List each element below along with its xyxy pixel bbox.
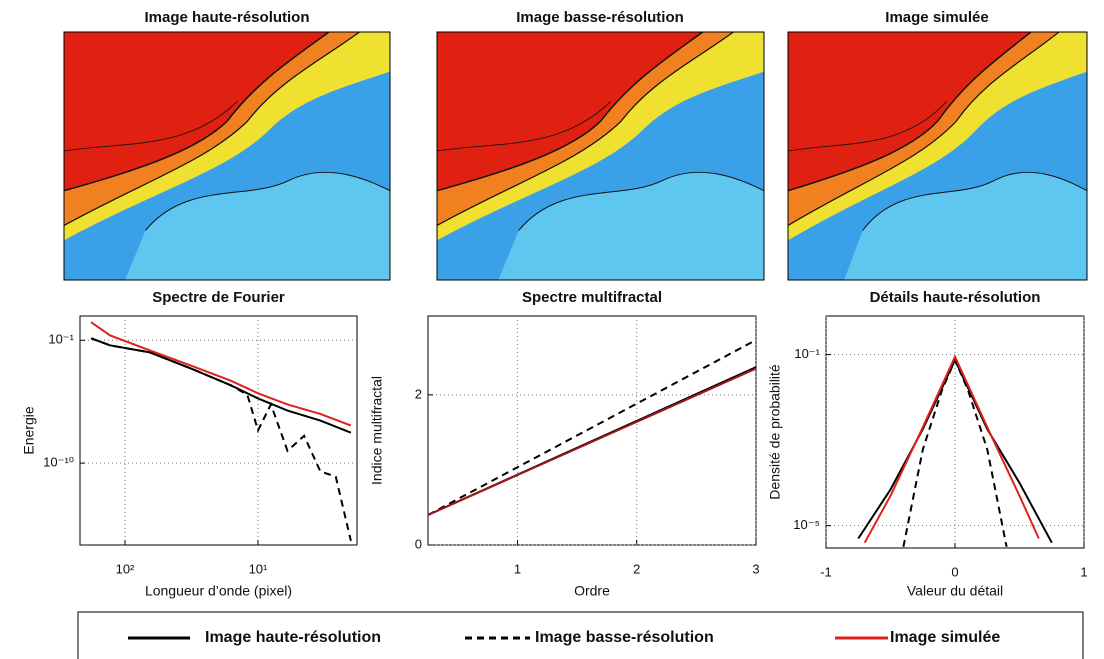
series-line [427,339,757,516]
y-tick-label: 2 [415,386,422,401]
series-line [90,321,352,427]
image-title: Image simulée [885,9,988,26]
x-tick-label: 10² [116,561,135,576]
y-tick-label: 0 [415,536,422,551]
legend-label: Image simulée [890,629,1000,646]
image-frame [436,31,765,281]
image-title: Image haute-résolution [144,9,309,26]
y-tick-label: 10⁻⁵ [793,517,820,532]
x-tick-label: 0 [951,564,958,579]
image-frame [787,31,1088,281]
image-frame [63,31,391,281]
x-tick-label: 1 [514,561,521,576]
chart-title: Spectre multifractal [522,289,662,306]
chart-title: Spectre de Fourier [152,289,285,306]
x-tick-label: -1 [820,564,832,579]
series-line [863,354,1040,544]
x-axis-label: Longueur d’onde (pixel) [145,583,292,599]
series-line [902,357,1008,547]
series-line [90,337,352,542]
image-title: Image basse-résolution [516,9,684,26]
image-map [64,32,390,280]
x-axis-label: Valeur du détail [907,583,1003,599]
y-tick-label: 10⁻¹ [48,332,74,347]
image-map [437,32,764,280]
plot-area [79,315,358,546]
legend-label: Image basse-résolution [535,629,714,646]
y-tick-label: 10⁻¹ [794,346,820,361]
x-tick-label: 2 [633,561,640,576]
x-tick-label: 3 [752,561,759,576]
y-axis-label: Energie [21,406,37,454]
plot-area [427,315,757,546]
y-axis-label: Indice multifractal [369,376,385,485]
y-axis-label: Densité de probabilité [767,364,783,500]
y-tick-label: 10⁻¹⁰ [43,455,74,470]
chart-title: Détails haute-résolution [870,289,1041,306]
series-line [427,367,757,516]
x-axis-label: Ordre [574,583,610,599]
x-tick-label: 1 [1080,564,1087,579]
image-map [788,32,1087,280]
legend-box [77,611,1084,659]
legend-label: Image haute-résolution [205,629,381,646]
x-tick-label: 10¹ [249,561,268,576]
